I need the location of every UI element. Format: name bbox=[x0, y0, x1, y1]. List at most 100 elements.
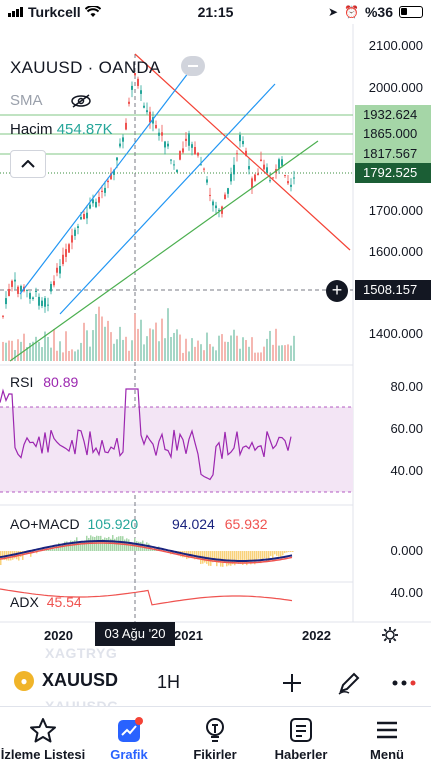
volume-bar bbox=[104, 326, 106, 361]
macd-signal-line bbox=[0, 542, 293, 564]
macd-bar bbox=[104, 537, 106, 551]
chart-canvas[interactable] bbox=[0, 24, 431, 646]
macd-bar bbox=[262, 551, 264, 560]
candle-body bbox=[257, 173, 259, 176]
candle-body bbox=[161, 132, 163, 136]
channel-upper[interactable] bbox=[19, 63, 196, 295]
candle-body bbox=[146, 110, 148, 113]
volume-bar bbox=[200, 344, 202, 361]
macd-bar bbox=[284, 551, 286, 554]
volume-bar bbox=[44, 331, 46, 361]
tab-chart[interactable]: Grafik bbox=[86, 717, 172, 762]
rsi-value: 80.89 bbox=[43, 374, 79, 390]
macd-bar bbox=[266, 551, 268, 563]
channel-lower[interactable] bbox=[59, 83, 276, 315]
tab-label: Fikirler bbox=[193, 747, 237, 762]
macd-bar bbox=[28, 551, 30, 554]
volume-bar bbox=[35, 336, 37, 361]
interval-selector[interactable]: 1H bbox=[157, 672, 181, 692]
volume-bar bbox=[233, 329, 235, 361]
candle-body bbox=[29, 293, 31, 299]
tab-watchlist[interactable]: İzleme Listesi bbox=[0, 717, 86, 762]
volume-bar bbox=[149, 328, 151, 361]
macd-bar bbox=[114, 538, 116, 551]
volume-indicator[interactable]: Hacim 454.87K bbox=[10, 121, 113, 138]
price-label-level3[interactable]: 1817.567 bbox=[355, 144, 431, 164]
macd-bar bbox=[258, 551, 260, 559]
volume-bar bbox=[257, 352, 259, 361]
macd-bar bbox=[278, 551, 280, 557]
settings-gear-icon[interactable] bbox=[381, 626, 399, 644]
macd-bar bbox=[82, 541, 84, 551]
candle-body bbox=[68, 244, 70, 253]
trendline-support[interactable] bbox=[9, 140, 319, 362]
signal-icon bbox=[8, 7, 23, 17]
news-icon bbox=[290, 718, 312, 742]
macd-bar bbox=[78, 541, 80, 551]
candle-body bbox=[140, 90, 142, 94]
trendline-resistance[interactable] bbox=[134, 53, 351, 251]
sma-indicator[interactable]: SMA bbox=[10, 92, 92, 109]
macd-value-2: 94.024 bbox=[172, 516, 215, 532]
candle-body bbox=[2, 315, 4, 317]
candle-body bbox=[266, 167, 268, 173]
volume-bar bbox=[125, 336, 127, 361]
time-axis[interactable]: 2020 03 Ağu '20 2021 2022 bbox=[0, 622, 431, 646]
volume-bar bbox=[92, 330, 94, 361]
candle-body bbox=[209, 194, 211, 196]
alarm-icon: ⏰ bbox=[344, 5, 359, 19]
star-icon bbox=[30, 718, 56, 743]
rsi-legend[interactable]: RSI 80.89 bbox=[10, 374, 78, 390]
volume-bar bbox=[89, 346, 91, 361]
macd-bar bbox=[276, 551, 278, 556]
add-alert-plus-icon[interactable]: + bbox=[326, 280, 348, 302]
price-label-level2[interactable]: 1865.000 bbox=[355, 124, 431, 144]
candle-body bbox=[218, 209, 220, 211]
volume-bar bbox=[56, 350, 58, 361]
price-label-level1[interactable]: 1932.624 bbox=[355, 105, 431, 125]
candle-body bbox=[197, 152, 199, 156]
adx-legend[interactable]: ADX 45.54 bbox=[10, 594, 82, 610]
macd-bar bbox=[222, 551, 224, 567]
volume-bar bbox=[203, 350, 205, 361]
volume-bar bbox=[260, 352, 262, 361]
candle-body bbox=[188, 133, 190, 146]
tab-ideas[interactable]: Fikirler bbox=[172, 717, 258, 762]
price-scale-label: 2100.000 bbox=[368, 38, 423, 53]
macd-bar bbox=[242, 551, 244, 565]
macd-bar bbox=[228, 551, 230, 566]
candle-body bbox=[83, 214, 85, 220]
volume-bar bbox=[38, 342, 40, 361]
candle-body bbox=[203, 168, 205, 170]
candle-body bbox=[86, 212, 88, 219]
macd-value-1: 105.920 bbox=[87, 516, 139, 532]
tab-menu[interactable]: Menü bbox=[344, 717, 430, 762]
tab-label: Grafik bbox=[110, 747, 148, 762]
symbol-title[interactable]: XAUUSD · OANDA bbox=[10, 58, 161, 77]
tab-news[interactable]: Haberler bbox=[258, 717, 344, 762]
adx-line bbox=[0, 588, 293, 606]
price-scale-label: 2000.000 bbox=[368, 80, 423, 95]
draw-pen-icon[interactable] bbox=[336, 670, 362, 696]
volume-bar bbox=[164, 338, 166, 361]
macd-bar bbox=[196, 551, 198, 558]
macd-bar bbox=[62, 544, 64, 551]
candle-body bbox=[278, 159, 280, 169]
candle-body bbox=[50, 284, 52, 292]
hamburger-icon bbox=[377, 721, 397, 739]
hide-button[interactable] bbox=[181, 56, 205, 76]
chart-area[interactable]: XAUUSD · OANDA SMA Hacim 454.87K 2100.00… bbox=[0, 24, 431, 646]
candle-body bbox=[206, 179, 208, 183]
volume-bar bbox=[281, 345, 283, 361]
eye-hidden-icon[interactable] bbox=[70, 93, 92, 109]
volume-bar bbox=[161, 318, 163, 361]
candle-body bbox=[287, 181, 289, 184]
macd-legend[interactable]: AO+MACD 105.920 94.024 65.932 bbox=[10, 516, 268, 532]
candle-body bbox=[41, 300, 43, 307]
volume-bar bbox=[170, 337, 172, 361]
symbol-selector[interactable]: ● XAUUSD bbox=[14, 670, 118, 691]
plus-icon[interactable] bbox=[281, 672, 303, 694]
candle-body bbox=[47, 304, 49, 306]
collapse-legend-button[interactable] bbox=[10, 150, 46, 178]
more-dots-icon[interactable] bbox=[392, 678, 416, 688]
